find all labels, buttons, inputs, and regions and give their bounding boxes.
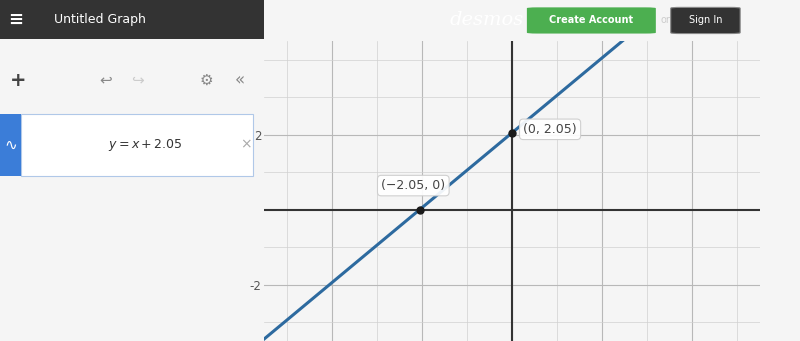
Text: Create Account: Create Account — [550, 15, 634, 26]
FancyBboxPatch shape — [0, 0, 264, 39]
Text: (0, 2.05): (0, 2.05) — [523, 123, 577, 136]
FancyBboxPatch shape — [670, 8, 740, 33]
Text: Untitled Graph: Untitled Graph — [54, 13, 146, 26]
Text: Sign In: Sign In — [689, 15, 722, 26]
Text: ↪: ↪ — [131, 73, 144, 88]
Text: (−2.05, 0): (−2.05, 0) — [382, 179, 446, 192]
Text: ∿: ∿ — [4, 137, 17, 152]
Text: $y = x + 2.05$: $y = x + 2.05$ — [108, 137, 182, 153]
Text: «: « — [235, 71, 246, 89]
Text: ↩: ↩ — [99, 73, 112, 88]
Text: ≡: ≡ — [8, 11, 23, 29]
Text: ×: × — [240, 138, 251, 152]
FancyBboxPatch shape — [21, 114, 254, 176]
Text: ⚙: ⚙ — [199, 73, 213, 88]
FancyBboxPatch shape — [527, 8, 656, 33]
FancyBboxPatch shape — [0, 114, 21, 176]
Text: or: or — [661, 15, 670, 26]
Text: +: + — [10, 71, 26, 90]
Text: desmos: desmos — [450, 12, 524, 29]
